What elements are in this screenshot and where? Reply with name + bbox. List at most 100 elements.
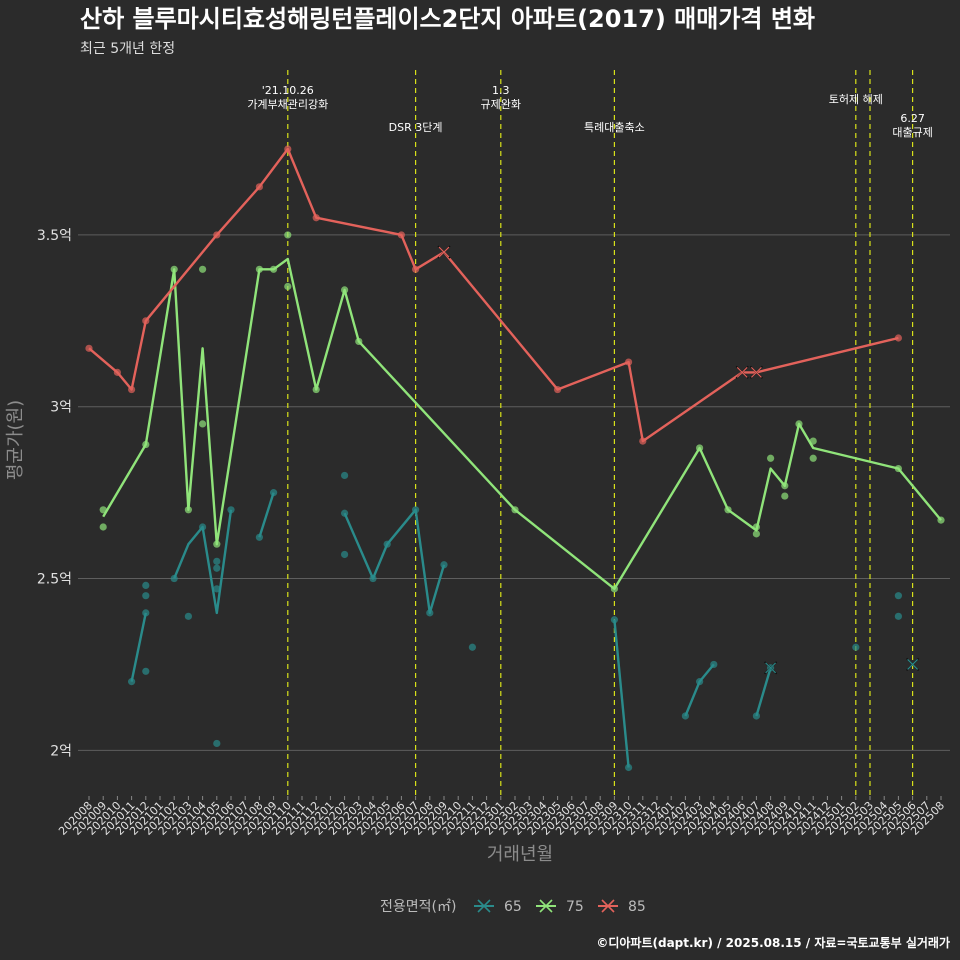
cross-stroke bbox=[438, 246, 450, 258]
series-65-point bbox=[752, 712, 761, 720]
series-65-point bbox=[426, 609, 434, 617]
y-axis-title: 평균가(원) bbox=[5, 400, 26, 480]
legend-item-65: 65 bbox=[474, 899, 522, 915]
legend-label: 75 bbox=[566, 899, 584, 915]
series-75-point bbox=[284, 282, 292, 291]
series-65-point bbox=[681, 712, 690, 720]
series-85-point bbox=[894, 334, 903, 342]
series-65-point bbox=[227, 506, 235, 514]
legend-swatch-cross bbox=[477, 899, 491, 913]
legend-label: 85 bbox=[628, 899, 646, 915]
series-65-point bbox=[625, 763, 633, 772]
series-65-cross-marker bbox=[906, 657, 920, 671]
series-65-line bbox=[613, 619, 630, 768]
series-85-point bbox=[312, 214, 320, 222]
series-75-point bbox=[341, 286, 349, 294]
series-65-point bbox=[341, 471, 349, 480]
series-85-point bbox=[625, 358, 633, 366]
series-85-cross-marker bbox=[749, 365, 763, 379]
y-axis-ticks: 2억 2.5억 3억 3.5억 bbox=[37, 228, 72, 759]
series-65-point bbox=[610, 616, 619, 624]
series-75-point bbox=[894, 464, 903, 473]
event-annotation: DSR 3단계 bbox=[389, 121, 443, 134]
chart-subtitle: 최근 5개년 한정 bbox=[80, 41, 175, 57]
series-75-point bbox=[142, 440, 150, 449]
series-85-cross-marker bbox=[437, 245, 451, 259]
series-65-point bbox=[199, 523, 207, 531]
cross-stroke bbox=[765, 662, 777, 674]
series-65-point bbox=[213, 739, 221, 748]
series-65-point bbox=[341, 509, 349, 517]
series-65-point bbox=[170, 574, 178, 583]
series-85-point bbox=[113, 368, 121, 376]
series-65-point bbox=[142, 592, 150, 600]
cross-stroke bbox=[750, 366, 762, 378]
event-annotation: 특례대출축소 bbox=[584, 121, 645, 134]
series-65-point bbox=[213, 564, 221, 572]
series-65-point bbox=[142, 581, 150, 590]
series-65-point bbox=[468, 643, 476, 651]
series-85-point bbox=[255, 183, 263, 191]
series-65-point bbox=[894, 592, 903, 600]
series-75-point bbox=[170, 265, 178, 273]
legend-item-75: 75 bbox=[536, 899, 584, 915]
series-65-point bbox=[710, 660, 718, 669]
series-65-point bbox=[213, 557, 221, 565]
series-85-point bbox=[554, 385, 562, 394]
series-85-cross-marker bbox=[735, 365, 749, 379]
series-65-point bbox=[440, 561, 448, 569]
cross-stroke bbox=[907, 659, 919, 670]
series-75-point bbox=[99, 506, 107, 514]
series-75-point bbox=[809, 437, 817, 445]
y-tick-label: 3억 bbox=[50, 400, 72, 416]
event-annotation: 1.3 bbox=[492, 84, 510, 97]
series-75-point bbox=[781, 482, 789, 490]
series-65-point bbox=[383, 540, 391, 548]
legend-item-85: 85 bbox=[598, 899, 646, 915]
series-75-point bbox=[511, 506, 519, 514]
series-65-point bbox=[128, 678, 136, 686]
series-65-point bbox=[255, 533, 263, 541]
series-75-point bbox=[795, 420, 803, 428]
event-annotation: '21.10.26 bbox=[262, 84, 314, 97]
series-75-point bbox=[255, 265, 263, 273]
series-75-point bbox=[99, 523, 107, 531]
series-75-point bbox=[767, 454, 775, 462]
x-axis-ticks: 2020082020092020102020112020122021012021… bbox=[56, 796, 947, 838]
series-75-point bbox=[809, 454, 817, 462]
series-85-point bbox=[639, 437, 647, 445]
series-65-point bbox=[270, 489, 278, 497]
chart-caption: ©디아파트(dapt.kr) / 2025.08.15 / 자료=국토교통부 실… bbox=[596, 935, 950, 950]
series-85-point bbox=[284, 145, 292, 153]
y-tick-label: 2.5억 bbox=[37, 572, 72, 588]
series-65-point bbox=[142, 609, 150, 617]
series-65-line bbox=[343, 508, 446, 615]
event-annotation: 토허제 해제 bbox=[829, 92, 883, 106]
series-85-point bbox=[85, 344, 93, 352]
y-tick-label: 3.5억 bbox=[37, 228, 72, 244]
series-75-point bbox=[284, 231, 292, 239]
series-65-point bbox=[894, 612, 903, 620]
legend-title: 전용면적(㎡) bbox=[380, 899, 456, 915]
series-65-point bbox=[696, 678, 704, 686]
series-85-point bbox=[397, 231, 405, 239]
series-75-point bbox=[355, 337, 363, 346]
series-75-point bbox=[270, 265, 278, 273]
series-65-point bbox=[852, 643, 860, 651]
series-65-line bbox=[755, 667, 772, 717]
series-75-point bbox=[937, 516, 945, 524]
series-points bbox=[85, 145, 945, 772]
y-tick-label: 2억 bbox=[50, 743, 72, 759]
cross-stroke bbox=[736, 366, 748, 378]
series-65-point bbox=[369, 574, 377, 583]
x-axis-title: 거래년월 bbox=[487, 844, 553, 865]
series-65-point bbox=[341, 550, 349, 559]
series-85-point bbox=[142, 317, 150, 325]
legend-label: 65 bbox=[504, 899, 522, 915]
series-65-line bbox=[258, 492, 275, 538]
series-85-point bbox=[213, 231, 221, 239]
series-75-point bbox=[312, 385, 320, 394]
series-65-line bbox=[130, 612, 147, 682]
